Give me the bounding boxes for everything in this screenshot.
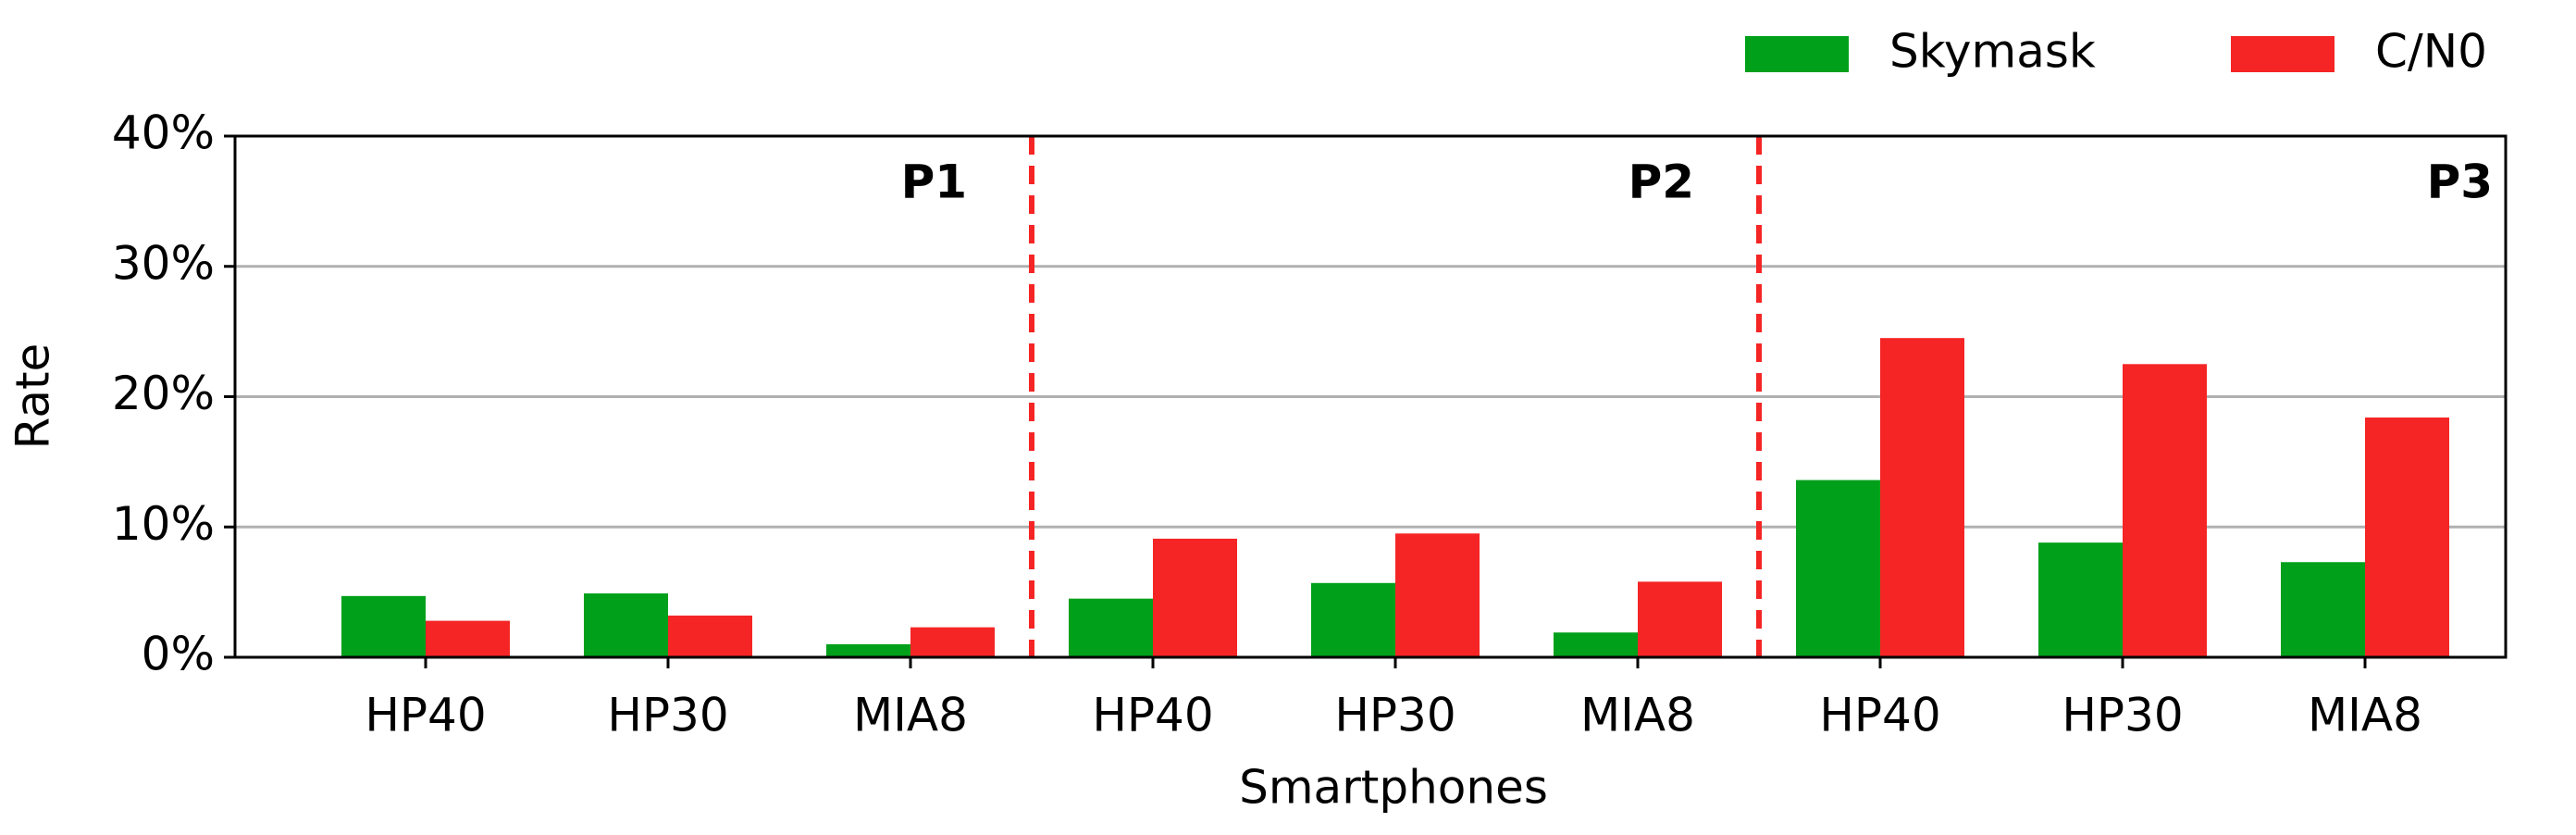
- legend-label: Skymask: [1889, 25, 2096, 79]
- bar: [826, 643, 910, 657]
- x-tick-label: HP40: [1819, 689, 1940, 742]
- bar: [2281, 562, 2365, 657]
- group-label: P1: [901, 156, 967, 209]
- x-axis-label: Smartphones: [1239, 761, 1548, 815]
- bar: [1796, 480, 1880, 657]
- group-label: P3: [2427, 156, 2493, 209]
- group-label: P2: [1629, 156, 1694, 209]
- y-axis-label: Rate: [6, 343, 60, 450]
- bar: [1638, 581, 1722, 657]
- bar: [584, 593, 668, 657]
- bar: [341, 595, 426, 657]
- bar: [1311, 582, 1395, 657]
- legend-swatch: [1745, 36, 1849, 72]
- x-tick-label: HP30: [607, 689, 728, 742]
- bar: [2123, 364, 2207, 657]
- bar: [668, 615, 752, 657]
- y-tick-label: 20%: [112, 367, 215, 420]
- x-tick-label: HP30: [2062, 689, 2183, 742]
- plot-frame: [233, 134, 2508, 659]
- y-tick-label: 0%: [142, 628, 215, 681]
- x-tick-label: MIA8: [1580, 689, 1695, 742]
- bar: [1069, 598, 1153, 657]
- x-tick-label: MIA8: [853, 689, 968, 742]
- x-tick-label: HP30: [1334, 689, 1455, 742]
- y-tick-label: 10%: [112, 497, 215, 551]
- y-tick-label: 30%: [112, 236, 215, 290]
- bar: [910, 627, 995, 657]
- bar: [1395, 533, 1480, 657]
- bar: [1554, 632, 1638, 657]
- x-tick-label: HP40: [1092, 689, 1213, 742]
- bar: [2038, 542, 2123, 657]
- bar: [1153, 538, 1237, 657]
- y-tick-label: 40%: [112, 106, 215, 160]
- legend-swatch: [2231, 36, 2334, 72]
- legend-label: C/N0: [2375, 25, 2487, 79]
- bar: [426, 620, 510, 657]
- x-tick-label: MIA8: [2308, 689, 2422, 742]
- bar: [2365, 418, 2449, 657]
- x-tick-label: HP40: [365, 689, 486, 742]
- bar: [1880, 338, 1964, 657]
